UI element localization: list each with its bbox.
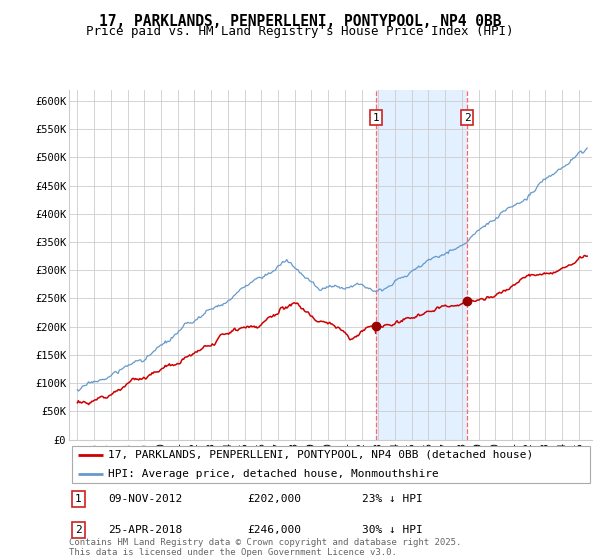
Text: 1: 1 bbox=[75, 494, 82, 504]
Text: £202,000: £202,000 bbox=[247, 494, 301, 504]
Text: £246,000: £246,000 bbox=[247, 525, 301, 535]
Text: HPI: Average price, detached house, Monmouthshire: HPI: Average price, detached house, Monm… bbox=[108, 469, 439, 478]
Text: 17, PARKLANDS, PENPERLLENI, PONTYPOOL, NP4 0BB (detached house): 17, PARKLANDS, PENPERLLENI, PONTYPOOL, N… bbox=[108, 450, 533, 460]
Text: 17, PARKLANDS, PENPERLLENI, PONTYPOOL, NP4 0BB: 17, PARKLANDS, PENPERLLENI, PONTYPOOL, N… bbox=[99, 14, 501, 29]
Text: 23% ↓ HPI: 23% ↓ HPI bbox=[362, 494, 423, 504]
Text: Price paid vs. HM Land Registry's House Price Index (HPI): Price paid vs. HM Land Registry's House … bbox=[86, 25, 514, 38]
Text: 2: 2 bbox=[75, 525, 82, 535]
Text: 2: 2 bbox=[464, 113, 470, 123]
Text: 09-NOV-2012: 09-NOV-2012 bbox=[108, 494, 182, 504]
FancyBboxPatch shape bbox=[71, 446, 590, 483]
Text: 1: 1 bbox=[373, 113, 379, 123]
Text: 30% ↓ HPI: 30% ↓ HPI bbox=[362, 525, 423, 535]
Text: 25-APR-2018: 25-APR-2018 bbox=[108, 525, 182, 535]
Bar bbox=[376, 90, 467, 440]
Text: Contains HM Land Registry data © Crown copyright and database right 2025.
This d: Contains HM Land Registry data © Crown c… bbox=[69, 538, 461, 557]
